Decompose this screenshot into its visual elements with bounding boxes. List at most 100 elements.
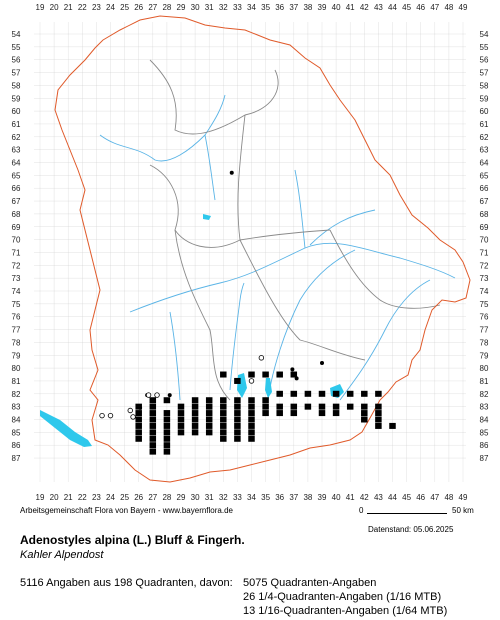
- regnitz-river: [204, 134, 216, 201]
- occurrence-square: [375, 422, 382, 429]
- x-tick-bottom: 37: [289, 493, 298, 500]
- occurrence-square: [304, 403, 312, 410]
- x-tick-top: 41: [346, 3, 355, 12]
- occurrence-square: [135, 422, 142, 429]
- historic-circle: [107, 412, 114, 419]
- y-tick-left: 66: [12, 184, 21, 193]
- lech-river: [229, 282, 245, 391]
- occurrence-square: [361, 416, 368, 423]
- occurrence-square: [262, 403, 269, 410]
- y-tick-left: 54: [12, 30, 21, 39]
- occurrence-square: [220, 429, 227, 436]
- x-tick-top: 49: [459, 3, 468, 12]
- occurrence-square: [220, 410, 227, 417]
- x-tick-top: 42: [360, 3, 369, 12]
- occurrence-square: [220, 403, 227, 410]
- occurrence-square: [318, 390, 326, 397]
- occurrence-square: [361, 410, 368, 417]
- x-tick-top: 44: [388, 3, 397, 12]
- historic-circle: [99, 412, 105, 419]
- occurrence-square: [191, 429, 199, 436]
- x-tick-top: 20: [50, 3, 59, 12]
- occurrence-square: [262, 410, 269, 417]
- y-tick-left: 70: [12, 236, 21, 245]
- occurrence-square: [276, 390, 283, 397]
- occurrence-square: [375, 416, 382, 423]
- naab-river: [294, 169, 306, 249]
- occurrence-square: [234, 435, 241, 442]
- occurrence-square: [220, 416, 227, 423]
- occurrence-square: [149, 397, 157, 404]
- occurrence-square: [135, 435, 142, 442]
- y-tick-left: 67: [12, 197, 21, 206]
- x-tick-top: 22: [78, 3, 87, 12]
- y-tick-right: 69: [480, 223, 489, 232]
- x-tick-bottom: 29: [177, 493, 186, 500]
- occurrence-square: [191, 403, 199, 410]
- occurrence-square: [177, 429, 185, 436]
- x-tick-bottom: 41: [346, 493, 355, 500]
- occurrence-square: [149, 416, 157, 423]
- y-tick-left: 55: [12, 43, 21, 52]
- occurrence-square: [234, 429, 241, 436]
- x-tick-bottom: 33: [233, 493, 242, 500]
- y-tick-right: 62: [480, 133, 489, 142]
- occurrence-square: [149, 435, 157, 442]
- occurrence-square: [177, 403, 185, 410]
- occurrence-square: [205, 410, 213, 417]
- iller-river: [169, 311, 181, 401]
- occurrence-square: [163, 435, 171, 442]
- occurrence-square: [163, 416, 171, 423]
- y-tick-right: 63: [480, 146, 489, 155]
- x-tick-bottom: 38: [303, 493, 312, 500]
- occurrence-square: [191, 416, 199, 423]
- y-tick-right: 60: [480, 107, 489, 116]
- x-tick-top: 28: [162, 3, 171, 12]
- x-tick-top: 31: [205, 3, 214, 12]
- y-tick-right: 81: [480, 377, 489, 386]
- x-tick-top: 35: [261, 3, 270, 12]
- y-axis-right: 54 55 56 57 58 59 60 61 62 63 64 65 66 67 68 69 70 71 72 73…: [480, 30, 489, 463]
- stats-summary: 5116 Angaben aus 198 Quadranten, davon:: [20, 577, 233, 589]
- y-tick-right: 56: [480, 56, 489, 65]
- occurrence-square: [220, 422, 227, 429]
- y-tick-left: 68: [12, 210, 21, 219]
- occurrence-square: [135, 416, 142, 423]
- isar-river: [267, 249, 356, 401]
- x-tick-top: 40: [332, 3, 341, 12]
- occurrence-square: [220, 435, 227, 442]
- x-tick-bottom: 19: [36, 493, 45, 500]
- x-tick-bottom: 36: [275, 493, 284, 500]
- border-swabia: [174, 229, 231, 401]
- x-tick-bottom: 48: [444, 493, 453, 500]
- occurrence-square: [149, 442, 157, 449]
- main-river: [99, 94, 226, 162]
- occurrence-square: [332, 403, 340, 410]
- y-tick-left: 64: [12, 159, 21, 168]
- y-tick-left: 74: [12, 287, 21, 296]
- y-tick-right: 87: [480, 454, 489, 463]
- y-tick-right: 75: [480, 300, 489, 309]
- x-tick-bottom: 23: [92, 493, 101, 500]
- y-tick-right: 70: [480, 236, 489, 245]
- y-tick-right: 59: [480, 94, 489, 103]
- x-tick-bottom: 35: [261, 493, 270, 500]
- y-tick-right: 77: [480, 326, 489, 335]
- x-tick-top: 23: [92, 3, 101, 12]
- occurrence-square: [389, 422, 396, 429]
- x-tick-top: 24: [106, 3, 115, 12]
- occurrence-square: [318, 410, 326, 417]
- border-lower-bavaria: [329, 229, 441, 309]
- occurrence-square: [149, 448, 157, 455]
- x-tick-bottom: 42: [360, 493, 369, 500]
- x-tick-bottom: 47: [430, 493, 439, 500]
- y-tick-left: 57: [12, 69, 21, 78]
- observation-dot: [294, 376, 299, 381]
- y-tick-right: 65: [480, 171, 489, 180]
- occurrence-quadrants: [135, 371, 396, 455]
- x-axis-bottom: 19 20 21 22 23 24 25 26 27 28 29 30 31 32 33 34 35 36 37 38…: [36, 493, 468, 500]
- occurrence-square: [375, 410, 382, 417]
- y-tick-left: 76: [12, 313, 21, 322]
- y-tick-left: 77: [12, 326, 21, 335]
- occurrence-square: [149, 429, 157, 436]
